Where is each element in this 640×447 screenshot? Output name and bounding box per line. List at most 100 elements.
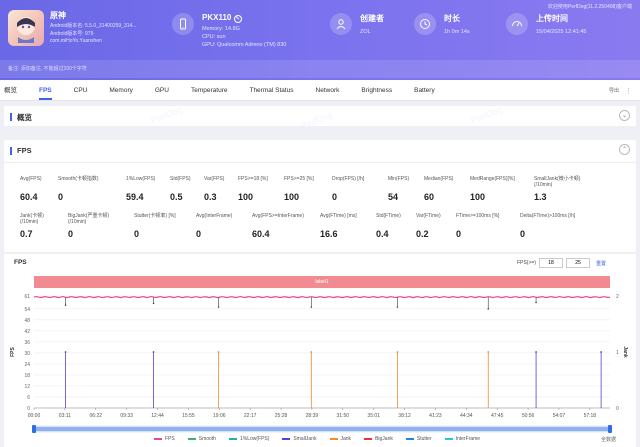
y-axis-label: FPS bbox=[10, 346, 16, 356]
app-version-code: Android版本号: 979 bbox=[50, 31, 94, 37]
y-tick-label: 48 bbox=[24, 318, 30, 324]
tab-2[interactable]: CPU bbox=[73, 86, 88, 94]
gauge-icon bbox=[506, 13, 528, 35]
tab-9[interactable]: Battery bbox=[414, 86, 435, 94]
metric-label: Delta(FTime)>100ms [/h] bbox=[520, 213, 576, 219]
range-handle-left[interactable] bbox=[32, 425, 36, 433]
y-tick-label: 24 bbox=[24, 362, 30, 368]
label-band[interactable]: label1 bbox=[34, 276, 610, 288]
legend-item-0[interactable]: FPS bbox=[154, 436, 175, 442]
phone-icon bbox=[172, 13, 194, 35]
fps-threshold-high-input[interactable] bbox=[565, 258, 590, 268]
fps-dip-point bbox=[152, 302, 155, 305]
x-tick-label: 28:39 bbox=[306, 413, 319, 419]
export-area: 导出 ⋮ bbox=[609, 80, 632, 101]
metric-label: Std(FPS) bbox=[170, 176, 191, 182]
fps-section-title: FPS bbox=[10, 146, 32, 155]
tab-7[interactable]: Network bbox=[315, 86, 340, 94]
creator-card: 创建者 ZOL bbox=[330, 10, 384, 56]
remark-field[interactable]: 备注: 添加备注, 不能超过200个字符 bbox=[0, 60, 640, 78]
metric-tabs: 概览 FPS CPU Memory GPU Temperature Thermal Stat… bbox=[0, 80, 640, 101]
device-name: PKX110 bbox=[202, 13, 232, 22]
legend-label: 1%Low(FPS) bbox=[239, 436, 270, 442]
legend-item-3[interactable]: SmallJank bbox=[282, 436, 317, 442]
legend-item-6[interactable]: Stutter bbox=[405, 436, 432, 442]
metric-value: 16.6 bbox=[320, 229, 338, 239]
legend-swatch bbox=[187, 438, 196, 440]
metric-label: BigJank(严重卡顿) (/10min) bbox=[68, 213, 110, 225]
legend-swatch bbox=[228, 438, 237, 440]
metric-row2-2: Stutter(卡顿率) [%] 0 bbox=[134, 213, 176, 239]
metric-value: 0.7 bbox=[20, 229, 33, 239]
tab-5[interactable]: Temperature bbox=[190, 86, 228, 94]
app-package: com.miHoYo.Yuanshen bbox=[50, 38, 102, 44]
fps-dip-point bbox=[310, 306, 313, 308]
metric-value: 0 bbox=[196, 229, 202, 239]
metric-row2-3: Avg(InterFrame) 0 bbox=[196, 213, 232, 239]
jank-marker bbox=[310, 351, 313, 353]
metric-value: 100 bbox=[470, 192, 486, 202]
metric-value: 100 bbox=[238, 192, 254, 202]
legend-swatch bbox=[405, 438, 414, 440]
legend-swatch bbox=[444, 438, 453, 440]
metric-label: FPS>=25 [%] bbox=[284, 176, 314, 182]
x-tick-label: 22:17 bbox=[244, 413, 257, 419]
metric-label: Smooth(卡顿指数) bbox=[58, 176, 99, 182]
legend-item-4[interactable]: Jank bbox=[329, 436, 352, 442]
tab-4[interactable]: GPU bbox=[154, 86, 169, 94]
reset-zoom-button[interactable]: 全数据 bbox=[600, 437, 616, 443]
x-tick-label: 06:22 bbox=[90, 413, 103, 419]
more-icon[interactable]: ⋮ bbox=[625, 87, 632, 95]
x-tick-label: 19:06 bbox=[213, 413, 226, 419]
legend-label: SmallJank bbox=[293, 436, 317, 442]
tab-3[interactable]: Memory bbox=[109, 86, 133, 94]
chart-title: FPS bbox=[14, 259, 27, 266]
y-tick-label: 12 bbox=[24, 384, 30, 390]
metric-label: Jank(卡顿) (/10min) bbox=[20, 213, 44, 225]
range-handle-right[interactable] bbox=[608, 425, 612, 433]
tab-0[interactable]: 概览 bbox=[4, 86, 17, 94]
reset-button[interactable]: 重置 bbox=[595, 260, 606, 267]
x-tick-label: 50:56 bbox=[522, 413, 535, 419]
tab-1[interactable]: FPS bbox=[39, 80, 52, 101]
legend-label: Jank bbox=[340, 436, 352, 442]
smalljank-marker bbox=[600, 351, 603, 353]
legend-item-2[interactable]: 1%Low(FPS) bbox=[228, 436, 270, 442]
metric-row2-4: Avg(FPS>=InterFrame) 60.4 bbox=[252, 213, 304, 239]
x-tick-label: 47:45 bbox=[491, 413, 504, 419]
range-slider-fill bbox=[34, 427, 610, 431]
x-tick-label: 00:00 bbox=[28, 413, 41, 419]
metric-label: Std(FTime) bbox=[376, 213, 401, 219]
metric-label: FTime>=100ms [%] bbox=[456, 213, 500, 219]
legend-label: InterFrame bbox=[455, 436, 481, 442]
edit-device-icon[interactable]: ✎ bbox=[233, 15, 242, 23]
tab-6[interactable]: Thermal Status bbox=[249, 86, 294, 94]
fps-threshold-low-input[interactable] bbox=[538, 258, 563, 268]
app-version-name: Android版本名: 5.5.0_31400259_314... bbox=[50, 23, 137, 29]
overview-expand-icon[interactable]: ⌄ bbox=[619, 110, 630, 121]
duration-title: 时长 bbox=[444, 14, 460, 23]
smalljank-marker bbox=[64, 351, 67, 353]
metric-value: 60.4 bbox=[20, 192, 38, 202]
y-tick-label: 36 bbox=[24, 340, 30, 346]
tab-8[interactable]: Brightness bbox=[361, 86, 393, 94]
legend-item-5[interactable]: BigJank bbox=[364, 436, 393, 442]
upload-value: 15/04/2025 12:41:45 bbox=[536, 29, 587, 35]
metric-row1-10: MedRange(FPS)[%] 100 bbox=[470, 176, 515, 202]
legend-item-7[interactable]: InterFrame bbox=[444, 436, 481, 442]
metric-label: Min(FPS) bbox=[388, 176, 410, 182]
fps-collapse-icon[interactable]: ⌃ bbox=[619, 144, 630, 155]
legend-label: Stutter bbox=[416, 436, 432, 442]
x-tick-label: 15:55 bbox=[182, 413, 195, 419]
y-tick-label: 6 bbox=[27, 395, 30, 401]
y-tick-label: 0 bbox=[27, 406, 30, 412]
overview-title: 概览 bbox=[10, 112, 32, 123]
metric-label: 1%Low(FPS) bbox=[126, 176, 156, 182]
section-divider bbox=[4, 162, 636, 163]
y-tick-label: 54 bbox=[24, 307, 30, 313]
export-button[interactable]: 导出 bbox=[608, 88, 619, 94]
legend-item-1[interactable]: Smooth bbox=[187, 436, 216, 442]
metric-row2-1: BigJank(严重卡顿) (/10min) 0 bbox=[68, 213, 109, 239]
fps-dip-point bbox=[487, 308, 490, 310]
